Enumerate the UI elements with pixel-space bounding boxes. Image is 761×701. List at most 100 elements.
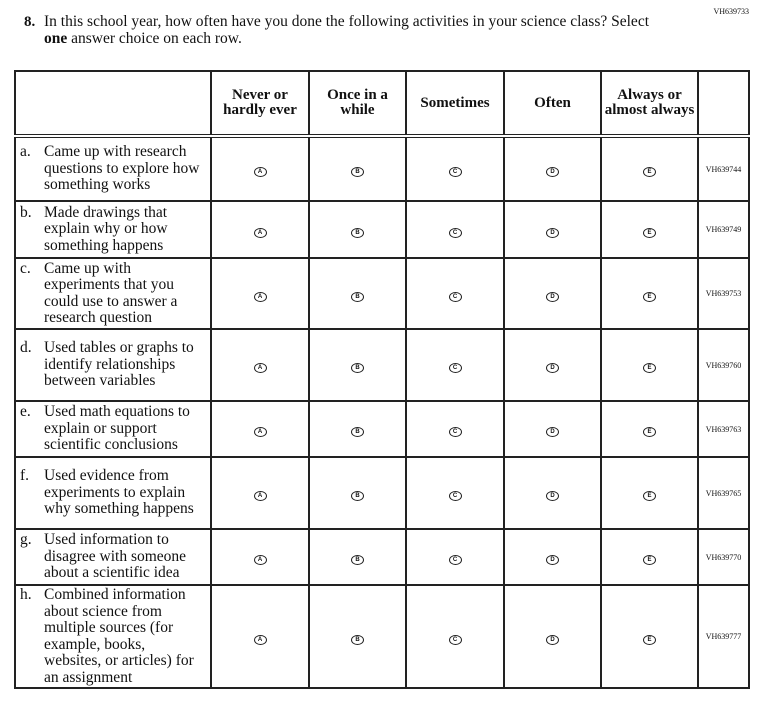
row-letter: d. (20, 339, 32, 357)
answer-cell: C (405, 584, 505, 689)
row-letter: h. (20, 586, 32, 603)
answer-cell: B (308, 257, 407, 330)
answer-bubble[interactable]: E (643, 634, 656, 645)
answer-cell: D (503, 200, 602, 259)
answer-bubble[interactable]: B (351, 227, 364, 238)
id-header-blank (697, 70, 750, 138)
answer-cell: B (308, 528, 407, 586)
answer-bubble[interactable]: A (253, 491, 267, 501)
row-letter: e. (20, 403, 31, 421)
row-statement: f. Used evidence from experiments to expl… (14, 456, 212, 530)
row-text: Used information to disagree with someon… (44, 531, 187, 582)
answer-bubble[interactable]: A (253, 634, 267, 645)
answer-bubble[interactable]: A (253, 227, 267, 238)
answer-cell: E (600, 456, 699, 530)
column-header: Once in a while (308, 70, 407, 138)
row-letter: b. (20, 203, 32, 221)
answer-bubble[interactable]: E (643, 291, 656, 302)
answer-cell: A (210, 584, 310, 689)
answer-cell: C (405, 328, 505, 402)
row-text: Came up with experiments that you could … (44, 259, 178, 326)
answer-cell: C (405, 528, 505, 586)
row-text: Came up with research questions to explo… (44, 143, 200, 194)
answer-bubble[interactable]: D (546, 167, 559, 177)
answer-bubble[interactable]: C (448, 491, 462, 501)
answer-bubble[interactable]: E (643, 555, 656, 565)
answer-bubble[interactable]: D (546, 491, 559, 501)
answer-bubble[interactable]: D (546, 555, 559, 565)
table-row: b. Made drawings that explain why or how … (14, 200, 750, 259)
answer-cell: E (600, 400, 699, 458)
row-id: VH639744 (697, 135, 750, 202)
table-row: c. Came up with experiments that you coul… (14, 257, 750, 330)
answer-bubble[interactable]: B (351, 427, 364, 437)
answer-cell: B (308, 328, 407, 402)
table-row: d. Used tables or graphs to identify rela… (14, 328, 750, 402)
answer-bubble[interactable]: A (253, 427, 267, 437)
response-grid: Never or hardly ever Once in a while Som… (14, 70, 750, 689)
column-header: Sometimes (405, 70, 505, 138)
row-letter: c. (20, 259, 31, 277)
answer-bubble[interactable]: B (351, 363, 364, 373)
row-id: VH639770 (697, 528, 750, 586)
answer-bubble[interactable]: B (351, 291, 364, 302)
answer-bubble[interactable]: B (351, 167, 364, 177)
answer-cell: D (503, 328, 602, 402)
answer-bubble[interactable]: A (253, 363, 267, 373)
answer-cell: B (308, 584, 407, 689)
answer-bubble[interactable]: B (351, 491, 364, 501)
row-text: Used tables or graphs to identify relati… (44, 339, 194, 390)
answer-cell: C (405, 456, 505, 530)
answer-bubble[interactable]: E (643, 427, 656, 437)
answer-bubble[interactable]: E (643, 363, 656, 373)
answer-bubble[interactable]: D (546, 291, 559, 302)
answer-bubble[interactable]: C (448, 363, 462, 373)
column-header: Never or hardly ever (210, 70, 310, 138)
row-id: VH639760 (697, 328, 750, 402)
answer-cell: C (405, 200, 505, 259)
row-statement: e. Used math equations to explain or supp… (14, 400, 212, 458)
answer-cell: B (308, 135, 407, 202)
row-id: VH639749 (697, 200, 750, 259)
question-id: VH639733 (713, 7, 749, 16)
answer-bubble[interactable]: E (643, 491, 656, 501)
answer-cell: D (503, 456, 602, 530)
row-letter: g. (20, 531, 32, 549)
answer-bubble[interactable]: E (643, 227, 656, 238)
answer-cell: E (600, 257, 699, 330)
answer-bubble[interactable]: A (253, 555, 267, 565)
answer-cell: B (308, 456, 407, 530)
answer-bubble[interactable]: D (546, 427, 559, 437)
answer-bubble[interactable]: A (253, 291, 267, 302)
answer-cell: E (600, 135, 699, 202)
answer-bubble[interactable]: C (448, 167, 462, 177)
answer-cell: E (600, 528, 699, 586)
answer-bubble[interactable]: D (546, 634, 559, 645)
row-statement: a. Came up with research questions to exp… (14, 135, 212, 202)
row-letter: f. (20, 467, 30, 485)
row-statement: h. Combined information about science fro… (14, 584, 212, 689)
table-row: f. Used evidence from experiments to expl… (14, 456, 750, 530)
answer-cell: D (503, 400, 602, 458)
answer-bubble[interactable]: D (546, 227, 559, 238)
answer-bubble[interactable]: C (448, 634, 462, 645)
row-text: Used math equations to explain or suppor… (44, 403, 190, 454)
answer-bubble[interactable]: B (351, 555, 364, 565)
answer-bubble[interactable]: B (351, 634, 364, 645)
row-statement: d. Used tables or graphs to identify rela… (14, 328, 212, 402)
table-row: a. Came up with research questions to exp… (14, 135, 750, 202)
row-text: Used evidence from experiments to explai… (44, 467, 194, 518)
answer-bubble[interactable]: C (448, 227, 462, 238)
answer-cell: E (600, 200, 699, 259)
question-text: In this school year, how often have you … (44, 13, 664, 47)
answer-bubble[interactable]: E (643, 167, 656, 177)
answer-cell: B (308, 400, 407, 458)
answer-cell: E (600, 584, 699, 689)
answer-bubble[interactable]: C (448, 427, 462, 437)
header-blank (14, 70, 212, 138)
answer-bubble[interactable]: A (253, 167, 267, 177)
answer-bubble[interactable]: C (448, 291, 462, 302)
answer-bubble[interactable]: C (448, 555, 462, 565)
row-id: VH639763 (697, 400, 750, 458)
answer-bubble[interactable]: D (546, 363, 559, 373)
